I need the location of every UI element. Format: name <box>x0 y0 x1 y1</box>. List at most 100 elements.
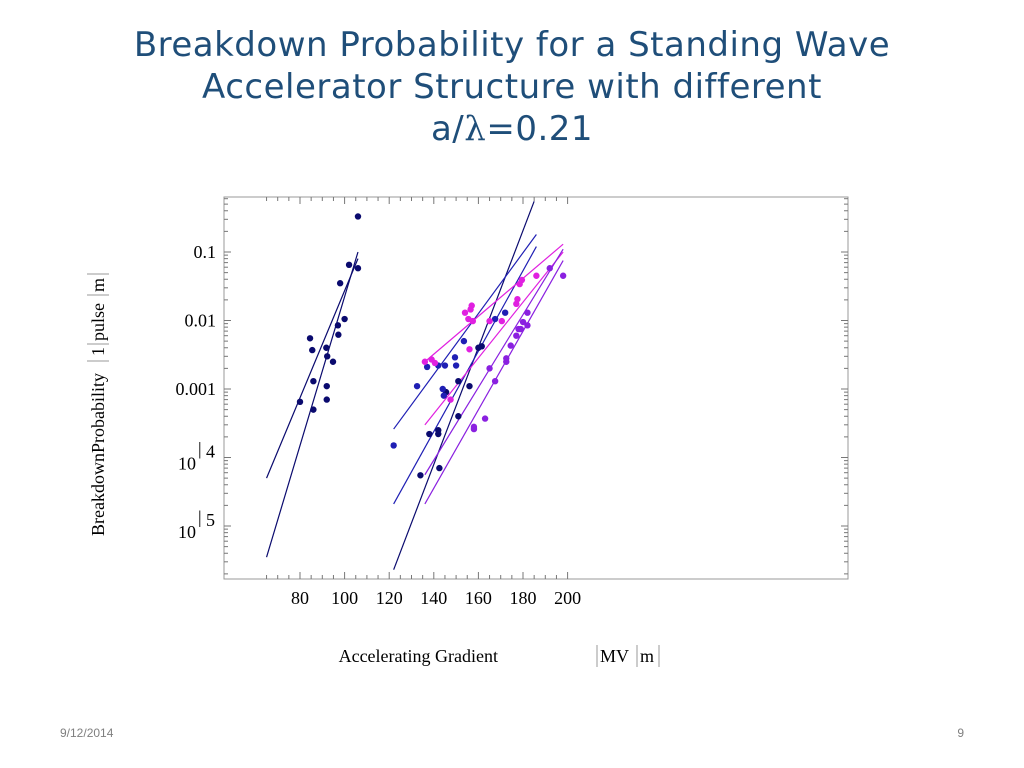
fit-line-series-2-1 <box>424 251 564 426</box>
data-point-series-1 <box>390 442 397 449</box>
y-tick-label: 0.1 <box>194 242 217 262</box>
data-point-series-0 <box>306 335 314 342</box>
data-point-series-0 <box>324 353 331 360</box>
data-point-series-2 <box>486 317 493 325</box>
y-tick-label: 0.001 <box>176 379 217 399</box>
y-tick-exponent: 4 <box>206 442 215 462</box>
data-point-series-1 <box>451 354 459 361</box>
plot-frame <box>223 196 849 580</box>
title-line-3: a/λ=0.21 <box>0 108 1024 150</box>
y-tick-minus: | <box>198 507 202 527</box>
data-point-series-2 <box>533 272 540 279</box>
x-tick-label: 120 <box>376 588 403 608</box>
data-point-series-0 <box>309 346 316 354</box>
data-point-series-1 <box>413 382 421 390</box>
title-line-3-prefix: a/ <box>430 109 465 149</box>
data-point-series-0 <box>354 213 362 220</box>
data-point-series-0 <box>466 382 473 390</box>
data-point-series-0 <box>341 315 348 323</box>
data-point-series-3 <box>481 415 489 422</box>
data-point-series-3 <box>513 332 520 339</box>
data-point-series-2 <box>431 359 439 367</box>
data-point-series-3 <box>507 342 514 349</box>
x-tick-label: 160 <box>465 588 492 608</box>
data-point-series-1 <box>491 315 499 323</box>
data-point-series-2 <box>468 302 475 309</box>
data-point-series-0 <box>417 472 424 479</box>
title-line-2: Accelerator Structure with different <box>202 67 822 107</box>
y-tick-label: 0.01 <box>185 311 217 331</box>
data-point-series-3 <box>491 377 499 385</box>
data-point-series-2 <box>518 276 526 284</box>
data-point-series-0 <box>435 430 442 438</box>
data-point-series-0 <box>478 343 485 350</box>
fit-line-series-0-2 <box>393 201 535 570</box>
fit-line-series-3-1 <box>424 248 564 476</box>
data-point-series-3 <box>524 322 531 329</box>
data-point-series-0 <box>455 377 462 385</box>
data-point-series-0 <box>323 344 330 351</box>
fit-line-series-2-0 <box>424 243 564 363</box>
data-point-series-2 <box>514 295 521 303</box>
data-point-series-3 <box>546 265 553 272</box>
data-point-series-2 <box>469 317 477 325</box>
data-point-series-0 <box>426 430 433 438</box>
fit-line-series-0-1 <box>265 251 359 558</box>
x-tick-label: 180 <box>510 588 537 608</box>
x-axis-unit-m: m <box>640 646 654 666</box>
data-point-series-1 <box>452 362 460 369</box>
title-line-3-suffix: =0.21 <box>486 109 594 149</box>
data-point-series-2 <box>498 317 506 325</box>
data-point-series-0 <box>310 377 317 385</box>
data-point-series-0 <box>345 261 353 269</box>
y-tick-minus: | <box>198 439 202 459</box>
y-axis-label: BreakdownProbability <box>88 373 108 536</box>
slide-title: Breakdown Probability for a Standing Wav… <box>0 24 1024 150</box>
data-point-series-2 <box>466 346 473 353</box>
data-point-series-3 <box>519 318 527 326</box>
data-point-series-3 <box>486 365 493 372</box>
data-point-series-1 <box>501 309 509 316</box>
data-point-series-2 <box>421 358 429 365</box>
y-axis-unit-one: 1 <box>88 347 108 356</box>
fit-line-series-1-0 <box>393 234 537 430</box>
y-tick-label: 10 <box>178 454 196 474</box>
data-point-series-0 <box>334 322 342 329</box>
data-point-series-2 <box>461 309 469 316</box>
data-point-series-3 <box>524 309 531 316</box>
y-tick-exponent: 5 <box>206 510 215 530</box>
title-line-1: Breakdown Probability for a Standing Wav… <box>133 25 891 65</box>
data-point-series-3 <box>517 325 524 333</box>
data-point-series-1 <box>460 337 468 345</box>
data-point-series-1 <box>439 385 446 393</box>
data-point-series-0 <box>455 413 462 420</box>
data-point-series-2 <box>447 396 454 403</box>
data-point-series-3 <box>470 425 478 433</box>
data-point-series-0 <box>335 331 342 338</box>
y-axis-unit-m: m <box>88 278 108 292</box>
fit-line-series-0-0 <box>265 258 359 479</box>
data-point-series-0 <box>323 396 330 403</box>
y-axis-unit-pulse: pulse <box>88 303 108 341</box>
x-axis-unit-mv: MV <box>600 646 629 666</box>
slide-date: 9/12/2014 <box>60 726 114 740</box>
x-tick-label: 100 <box>331 588 358 608</box>
y-tick-label: 10 <box>178 522 196 542</box>
slide-page-number: 9 <box>957 726 964 740</box>
data-point-series-1 <box>440 392 448 399</box>
data-point-series-0 <box>329 358 337 365</box>
y-axis-label-group: BreakdownProbability 1 pulse m <box>87 273 109 536</box>
data-point-series-1 <box>441 362 449 369</box>
x-tick-label: 200 <box>554 588 581 608</box>
data-point-series-0 <box>323 382 330 390</box>
x-tick-label: 140 <box>420 588 447 608</box>
x-axis-label: Accelerating Gradient <box>339 646 498 666</box>
data-point-series-3 <box>503 355 510 362</box>
data-point-series-1 <box>423 363 431 371</box>
lambda-symbol: λ <box>464 109 487 149</box>
data-point-series-0 <box>336 280 344 287</box>
x-tick-label: 80 <box>291 588 309 608</box>
data-point-series-0 <box>436 464 443 472</box>
data-point-series-0 <box>354 265 362 272</box>
data-point-series-3 <box>559 272 567 279</box>
